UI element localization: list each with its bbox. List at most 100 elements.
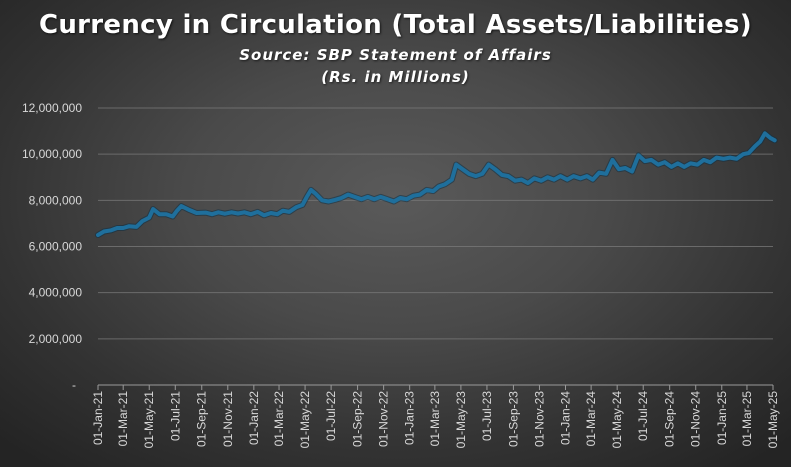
data-point xyxy=(546,175,550,179)
data-point xyxy=(617,167,621,171)
data-point xyxy=(134,225,138,229)
y-tick-label: 4,000,000 xyxy=(29,286,83,300)
data-point xyxy=(294,205,298,209)
data-point xyxy=(539,179,543,183)
data-point xyxy=(186,208,191,212)
data-point xyxy=(313,191,317,195)
x-tick-label: 01-Jan-25 xyxy=(715,391,729,445)
data-point xyxy=(175,209,179,213)
data-point xyxy=(171,214,175,219)
data-point xyxy=(392,199,396,204)
data-point xyxy=(425,188,429,192)
data-point xyxy=(96,233,100,237)
x-tick-label: 01-Mar-24 xyxy=(584,391,598,447)
data-point xyxy=(572,174,576,178)
data-point xyxy=(216,210,220,214)
data-point xyxy=(591,178,595,182)
y-tick-label: 12,000,000 xyxy=(22,101,82,115)
x-tick-label: 01-May-23 xyxy=(454,391,468,449)
data-point xyxy=(109,228,113,232)
data-point xyxy=(493,167,497,171)
data-point xyxy=(366,195,370,199)
data-point xyxy=(735,157,739,161)
data-point xyxy=(195,211,199,215)
data-point xyxy=(565,178,569,182)
y-tick-label: - xyxy=(72,378,76,392)
data-point xyxy=(480,172,484,176)
data-point xyxy=(585,174,589,178)
series-line-shadow xyxy=(95,130,778,238)
data-point xyxy=(604,172,608,176)
data-point xyxy=(151,207,155,211)
data-point xyxy=(102,229,106,234)
data-point xyxy=(610,158,615,162)
data-point xyxy=(305,195,309,199)
x-tick-label: 01-Sep-22 xyxy=(351,391,365,447)
data-point xyxy=(747,151,751,155)
data-point xyxy=(773,138,777,142)
data-point xyxy=(656,163,660,167)
data-point xyxy=(558,174,563,178)
data-point xyxy=(309,188,313,192)
chart-units: (Rs. in Millions) xyxy=(321,68,470,86)
data-point xyxy=(431,189,435,193)
data-point xyxy=(682,165,686,169)
data-point xyxy=(223,212,227,216)
data-point xyxy=(532,176,536,180)
data-point xyxy=(327,199,331,204)
data-point xyxy=(728,156,732,160)
x-tick-label: 01-Jul-22 xyxy=(324,391,338,441)
data-point xyxy=(359,197,363,201)
x-tick-label: 01-Mar-21 xyxy=(116,391,130,447)
data-point xyxy=(450,178,454,182)
data-point xyxy=(630,169,634,174)
data-point xyxy=(249,212,253,216)
data-point xyxy=(115,226,119,230)
data-point xyxy=(256,210,260,214)
data-point xyxy=(281,209,285,213)
x-tick-label: 01-Sep-23 xyxy=(506,391,520,447)
data-point xyxy=(454,163,458,167)
data-point xyxy=(519,178,524,182)
data-point xyxy=(157,212,162,216)
chart-subtitle: Source: SBP Statement of Affairs xyxy=(239,46,552,64)
data-point xyxy=(669,165,674,169)
data-point xyxy=(467,172,471,176)
x-tick-label: 01-Nov-23 xyxy=(532,391,546,447)
data-point xyxy=(333,198,337,202)
data-point xyxy=(689,161,693,165)
x-tick-label: 01-Jan-23 xyxy=(403,391,417,445)
data-point xyxy=(236,211,240,216)
data-point xyxy=(262,213,266,217)
data-point xyxy=(372,197,376,201)
data-point xyxy=(663,160,667,164)
data-point xyxy=(461,167,465,171)
data-point xyxy=(140,219,144,223)
x-tick-label: 01-Mar-25 xyxy=(740,391,754,447)
data-point xyxy=(242,210,246,214)
y-tick-label: 10,000,000 xyxy=(22,147,82,161)
data-point xyxy=(437,184,441,189)
x-tick-label: 01-Nov-22 xyxy=(377,391,391,447)
data-point xyxy=(287,210,291,214)
data-point xyxy=(487,163,491,167)
data-point xyxy=(346,193,350,197)
x-tick-label: 01-Nov-21 xyxy=(221,391,235,447)
y-tick-label: 2,000,000 xyxy=(29,332,83,346)
data-point xyxy=(230,210,234,214)
data-point xyxy=(353,195,357,199)
y-tick-label: 6,000,000 xyxy=(29,240,83,254)
data-point xyxy=(300,203,305,207)
data-point xyxy=(379,195,383,199)
data-point xyxy=(385,197,390,201)
data-point xyxy=(179,204,183,208)
data-point xyxy=(513,179,517,183)
data-point xyxy=(597,171,601,175)
x-tick-label: 01-Sep-21 xyxy=(195,391,209,447)
data-point xyxy=(443,182,447,186)
data-point xyxy=(121,226,125,230)
data-point xyxy=(210,212,214,216)
data-point xyxy=(578,176,583,180)
data-point xyxy=(339,196,343,200)
